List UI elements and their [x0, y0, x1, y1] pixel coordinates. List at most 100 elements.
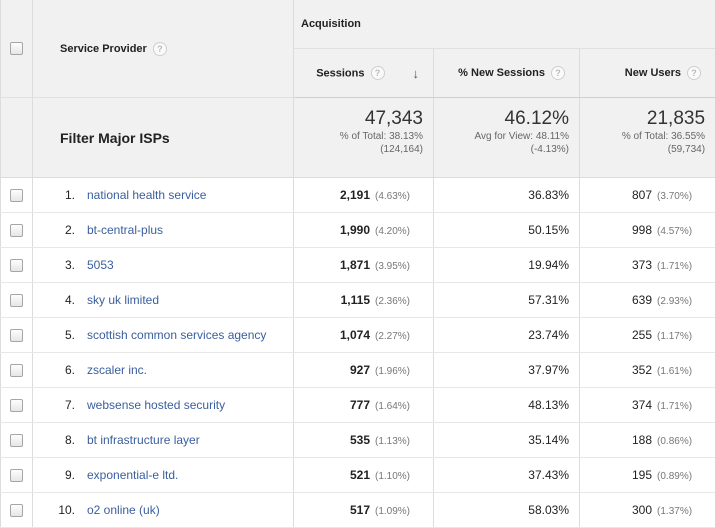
row-checkbox[interactable] [10, 504, 23, 517]
new-sessions-cell: 23.74% [434, 318, 580, 353]
new-sessions-header-label: % New Sessions [458, 67, 545, 79]
totals-spacer [1, 98, 33, 178]
new-sessions-total: 46.12% Avg for View: 48.11% (-4.13%) [434, 98, 580, 178]
provider-link[interactable]: 5053 [87, 258, 114, 272]
new-sessions-total-delta: (-4.13%) [434, 143, 569, 156]
table-row: 2.bt-central-plus 1,990(4.20%) 50.15% 99… [1, 213, 715, 248]
row-index: 6. [33, 363, 75, 377]
help-icon[interactable]: ? [153, 42, 167, 56]
new-sessions-cell: 19.94% [434, 248, 580, 283]
new-users-cell: 188(0.86%) [580, 423, 715, 458]
new-users-value: 300 [632, 503, 652, 517]
row-index: 10. [33, 503, 75, 517]
segment-label: Filter Major ISPs [33, 98, 294, 178]
row-checkbox-cell [1, 493, 33, 528]
new-users-cell: 255(1.17%) [580, 318, 715, 353]
sessions-percent: (1.13%) [375, 436, 423, 447]
sessions-cell: 777(1.64%) [294, 388, 434, 423]
provider-link[interactable]: zscaler inc. [87, 363, 147, 377]
provider-link[interactable]: scottish common services agency [87, 328, 266, 342]
row-checkbox[interactable] [10, 364, 23, 377]
row-index: 3. [33, 258, 75, 272]
new-sessions-value: 19.94% [528, 258, 569, 272]
row-checkbox[interactable] [10, 294, 23, 307]
sessions-value: 1,115 [341, 293, 370, 307]
provider-link[interactable]: bt infrastructure layer [87, 433, 200, 447]
table-row: 1.national health service 2,191(4.63%) 3… [1, 178, 715, 213]
table-row: 8.bt infrastructure layer 535(1.13%) 35.… [1, 423, 715, 458]
sessions-cell: 2,191(4.63%) [294, 178, 434, 213]
row-checkbox[interactable] [10, 189, 23, 202]
row-checkbox-cell [1, 318, 33, 353]
new-sessions-cell: 37.97% [434, 353, 580, 388]
provider-cell: 3. 5053 [33, 248, 294, 283]
sessions-percent: (1.10%) [375, 471, 423, 482]
provider-link[interactable]: national health service [87, 188, 206, 202]
select-all-cell [1, 0, 33, 98]
new-sessions-cell: 50.15% [434, 213, 580, 248]
provider-link[interactable]: bt-central-plus [87, 223, 163, 237]
sessions-value: 927 [350, 363, 370, 377]
table-row: 5. scottish common services agency 1,074 (… [1, 318, 715, 353]
provider-link[interactable]: exponential-e ltd. [87, 468, 178, 482]
row-checkbox[interactable] [10, 224, 23, 237]
new-sessions-cell: 37.43% [434, 458, 580, 493]
provider-link[interactable]: sky uk limited [87, 293, 159, 307]
row-checkbox-cell [1, 388, 33, 423]
sessions-header[interactable]: Sessions? ↓ [294, 49, 434, 98]
service-provider-header[interactable]: Service Provider? [33, 0, 294, 98]
sessions-cell: 927(1.96%) [294, 353, 434, 388]
new-users-total: 21,835 % of Total: 36.55% (59,734) [580, 98, 715, 178]
sessions-header-label: Sessions [316, 67, 364, 79]
row-checkbox-cell [1, 248, 33, 283]
table-row: 6. zscaler inc. 927(1.96%) 37.97% 352(1.6… [1, 353, 715, 388]
provider-cell: 2.bt-central-plus [33, 213, 294, 248]
sessions-value: 2,191 [340, 188, 370, 202]
row-index: 7. [33, 398, 75, 412]
sessions-value: 1,074 [340, 328, 370, 342]
sessions-cell: 1,990(4.20%) [294, 213, 434, 248]
row-checkbox[interactable] [10, 329, 23, 342]
sessions-total: 47,343 % of Total: 38.13% (124,164) [294, 98, 434, 178]
new-users-value: 998 [632, 223, 652, 237]
new-users-total-site: (59,734) [580, 143, 705, 156]
help-icon[interactable]: ? [687, 66, 701, 80]
new-users-percent: (2.93%) [657, 296, 705, 307]
table-row: 7.websense hosted security 777(1.64%) 48… [1, 388, 715, 423]
help-icon[interactable]: ? [551, 66, 565, 80]
new-users-header[interactable]: New Users? [580, 49, 715, 98]
new-users-cell: 352(1.61%) [580, 353, 715, 388]
provider-link[interactable]: websense hosted security [87, 398, 225, 412]
table-row: 10.o2 online (uk) 517(1.09%) 58.03% 300(… [1, 493, 715, 528]
row-checkbox[interactable] [10, 259, 23, 272]
new-sessions-value: 37.97% [528, 363, 569, 377]
help-icon[interactable]: ? [371, 66, 385, 80]
sessions-percent: (2.36%) [375, 296, 423, 307]
row-checkbox[interactable] [10, 434, 23, 447]
totals-row: Filter Major ISPs 47,343 % of Total: 38.… [1, 98, 715, 178]
sort-descending-icon[interactable]: ↓ [413, 66, 420, 81]
acquisition-label: Acquisition [301, 18, 361, 30]
new-users-percent: (1.71%) [657, 401, 705, 412]
new-users-percent: (1.17%) [657, 331, 705, 342]
row-index: 5. [33, 328, 75, 342]
new-sessions-value: 36.83% [528, 188, 569, 202]
provider-cell: 8.bt infrastructure layer [33, 423, 294, 458]
row-checkbox[interactable] [10, 399, 23, 412]
provider-link[interactable]: o2 online (uk) [87, 503, 160, 517]
new-users-cell: 998(4.57%) [580, 213, 715, 248]
acquisition-group-header: Acquisition [294, 0, 715, 49]
sessions-total-site: (124,164) [294, 143, 423, 156]
new-sessions-header[interactable]: % New Sessions? [434, 49, 580, 98]
provider-cell: 9.exponential-e ltd. [33, 458, 294, 493]
new-users-cell: 373(1.71%) [580, 248, 715, 283]
table-row: 4.sky uk limited 1,115(2.36%) 57.31% 639… [1, 283, 715, 318]
new-users-value: 807 [632, 188, 652, 202]
row-checkbox[interactable] [10, 469, 23, 482]
sessions-total-value: 47,343 [294, 108, 423, 130]
provider-cell: 1.national health service [33, 178, 294, 213]
new-sessions-value: 35.14% [528, 433, 569, 447]
sessions-value: 777 [350, 398, 370, 412]
select-all-checkbox[interactable] [10, 42, 23, 55]
row-checkbox-cell [1, 423, 33, 458]
